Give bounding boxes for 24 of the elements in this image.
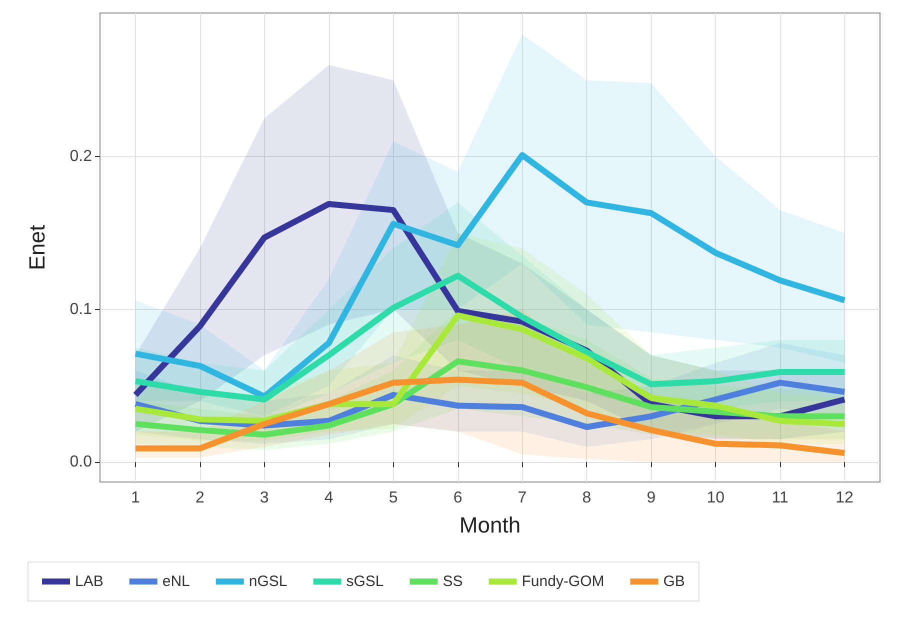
legend-label: eNL: [162, 573, 190, 590]
x-tick-label: 9: [646, 490, 656, 506]
legend-label: sGSL: [346, 573, 384, 590]
x-tick-label: 7: [518, 490, 527, 506]
x-tick-label: 5: [388, 490, 398, 506]
legend-label: SS: [442, 573, 463, 590]
y-axis-title: Enet: [24, 224, 50, 270]
legend-label: nGSL: [248, 573, 288, 590]
legend-label: GB: [663, 573, 685, 590]
y-tick-label: 0.1: [70, 300, 92, 318]
x-axis-title: Month: [459, 512, 521, 538]
legend-label: LAB: [75, 573, 104, 590]
y-tick-label: 0.2: [70, 148, 92, 166]
legend-label: Fundy-GOM: [522, 573, 604, 590]
x-tick-label: 11: [772, 490, 788, 506]
x-tick-label: 6: [453, 490, 462, 506]
x-tick-label: 12: [836, 490, 854, 506]
x-tick-label: 2: [195, 490, 204, 506]
x-tick-label: 4: [324, 490, 334, 506]
x-tick-label: 8: [582, 490, 592, 506]
y-tick-label: 0.0: [70, 454, 92, 471]
x-tick-label: 3: [260, 490, 269, 506]
x-tick-label: 10: [706, 490, 725, 506]
x-tick-label: 1: [131, 490, 140, 506]
